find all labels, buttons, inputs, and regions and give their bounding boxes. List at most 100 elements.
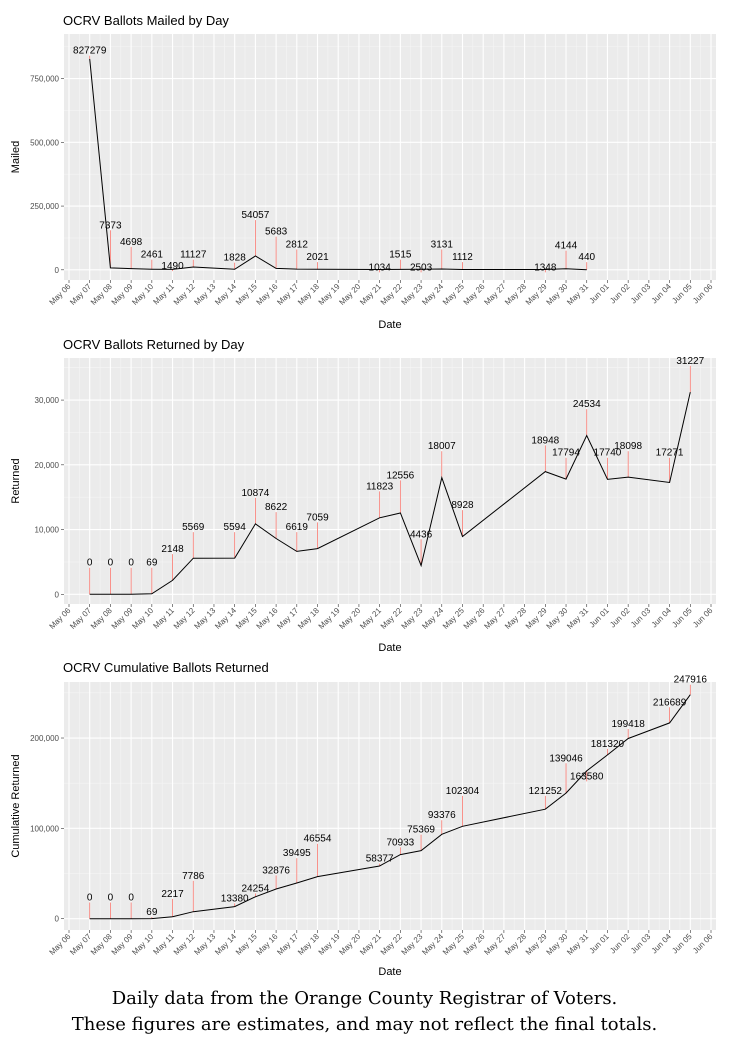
y-tick-label: 250,000 [30,202,59,211]
x-tick-label: Jun 03 [629,606,653,630]
x-tick-label: May 25 [441,282,466,307]
data-label: 1034 [369,262,392,273]
x-tick-label: May 25 [441,606,466,631]
x-tick-label: May 16 [255,606,280,631]
x-tick-label: May 28 [503,282,528,307]
data-label: 93376 [428,810,456,821]
x-tick-label: May 15 [234,282,259,307]
x-tick-label: May 22 [379,282,404,307]
x-tick-label: May 29 [524,282,549,307]
data-label: 0 [87,558,93,569]
x-tick-label: May 14 [213,606,238,631]
data-label: 1112 [452,252,473,263]
x-tick-label: May 12 [172,282,197,307]
chart-1: OCRV Ballots Mailed by Day 0 250,000 500,00… [10,13,716,331]
x-tick-label: May 17 [275,932,300,957]
x-tick-label: May 08 [89,606,114,631]
data-label: 7373 [99,220,122,231]
x-tick-label: May 10 [130,932,155,957]
x-tick-label: Jun 03 [629,282,653,306]
y-axis-label: Cumulative Returned [10,754,22,857]
x-tick-label: May 14 [213,932,238,957]
data-label: 7059 [306,512,329,523]
x-tick-label: May 26 [462,606,487,631]
x-tick-label: Jun 01 [588,282,612,306]
data-label: 18098 [614,441,642,452]
x-tick-label: Jun 02 [608,282,632,306]
data-label: 18948 [531,435,559,446]
chart-title: OCRV Cumulative Ballots Returned [63,660,269,675]
y-tick-label: 0 [55,590,60,599]
x-tick-label: May 27 [482,932,507,957]
y-axis-label: Mailed [10,141,22,173]
x-tick-label: Jun 06 [691,282,715,306]
x-tick-label: May 16 [255,282,280,307]
x-tick-label: May 27 [482,606,507,631]
x-tick-label: May 06 [47,606,72,631]
x-tick-label: May 19 [317,606,342,631]
data-label: 58377 [366,854,394,865]
x-tick-label: Jun 05 [670,282,694,306]
x-tick-label: May 29 [524,606,549,631]
x-tick-label: May 20 [337,606,362,631]
x-tick-label: May 23 [400,932,425,957]
x-tick-label: May 09 [110,282,135,307]
x-tick-label: Jun 05 [670,606,694,630]
y-tick-label: 200,000 [30,734,59,743]
data-label: 69 [146,907,158,918]
x-tick-label: May 10 [130,606,155,631]
chart-title: OCRV Ballots Mailed by Day [63,13,229,28]
x-tick-label: May 24 [420,282,445,307]
x-tick-label: May 12 [172,932,197,957]
x-tick-label: May 23 [400,606,425,631]
data-label: 2503 [410,262,433,273]
data-label: 10874 [241,488,269,499]
chart-2: OCRV Ballots Returned by Day 0 10,000 20,00… [10,337,716,654]
x-tick-label: Jun 06 [691,606,715,630]
x-tick-label: May 26 [462,932,487,957]
x-tick-label: May 15 [234,932,259,957]
x-tick-label: May 31 [565,282,590,307]
x-tick-label: Jun 02 [608,606,632,630]
data-label: 17740 [594,448,622,459]
x-axis-label: Date [378,966,401,978]
data-label: 139046 [549,753,583,764]
x-tick-label: May 18 [296,282,321,307]
data-label: 75369 [407,825,435,836]
x-tick-label: May 07 [68,282,93,307]
data-label: 13380 [221,893,249,904]
x-tick-label: May 24 [420,932,445,957]
data-label: 2148 [161,544,184,555]
x-tick-label: May 22 [379,932,404,957]
data-label: 247916 [674,675,708,686]
x-tick-label: May 27 [482,282,507,307]
x-tick-label: May 18 [296,932,321,957]
series-line [89,694,691,920]
data-label: 46554 [304,834,332,845]
x-tick-label: May 29 [524,932,549,957]
x-tick-label: May 20 [337,932,362,957]
data-label: 5683 [265,227,288,238]
data-label: 39495 [283,848,311,859]
data-label: 4698 [120,237,143,248]
data-label: 5594 [224,522,247,533]
x-tick-label: May 30 [545,606,570,631]
x-tick-label: May 09 [110,932,135,957]
x-tick-label: May 21 [358,282,383,307]
y-tick-label: 10,000 [35,526,60,535]
data-label: 31227 [676,356,704,367]
x-tick-label: Jun 04 [650,282,674,306]
x-tick-label: May 31 [565,932,590,957]
x-tick-label: May 06 [47,282,72,307]
x-tick-label: May 26 [462,282,487,307]
x-tick-label: May 07 [68,606,93,631]
data-label: 3131 [431,239,454,250]
data-label: 121252 [529,786,563,797]
y-tick-label: 30,000 [35,396,60,405]
x-axis-label: Date [378,642,401,654]
y-tick-label: 100,000 [30,824,59,833]
caption-line-2: These figures are estimates, and may not… [71,1014,658,1035]
data-label: 1348 [534,262,557,273]
x-axis-label: Date [378,319,401,331]
